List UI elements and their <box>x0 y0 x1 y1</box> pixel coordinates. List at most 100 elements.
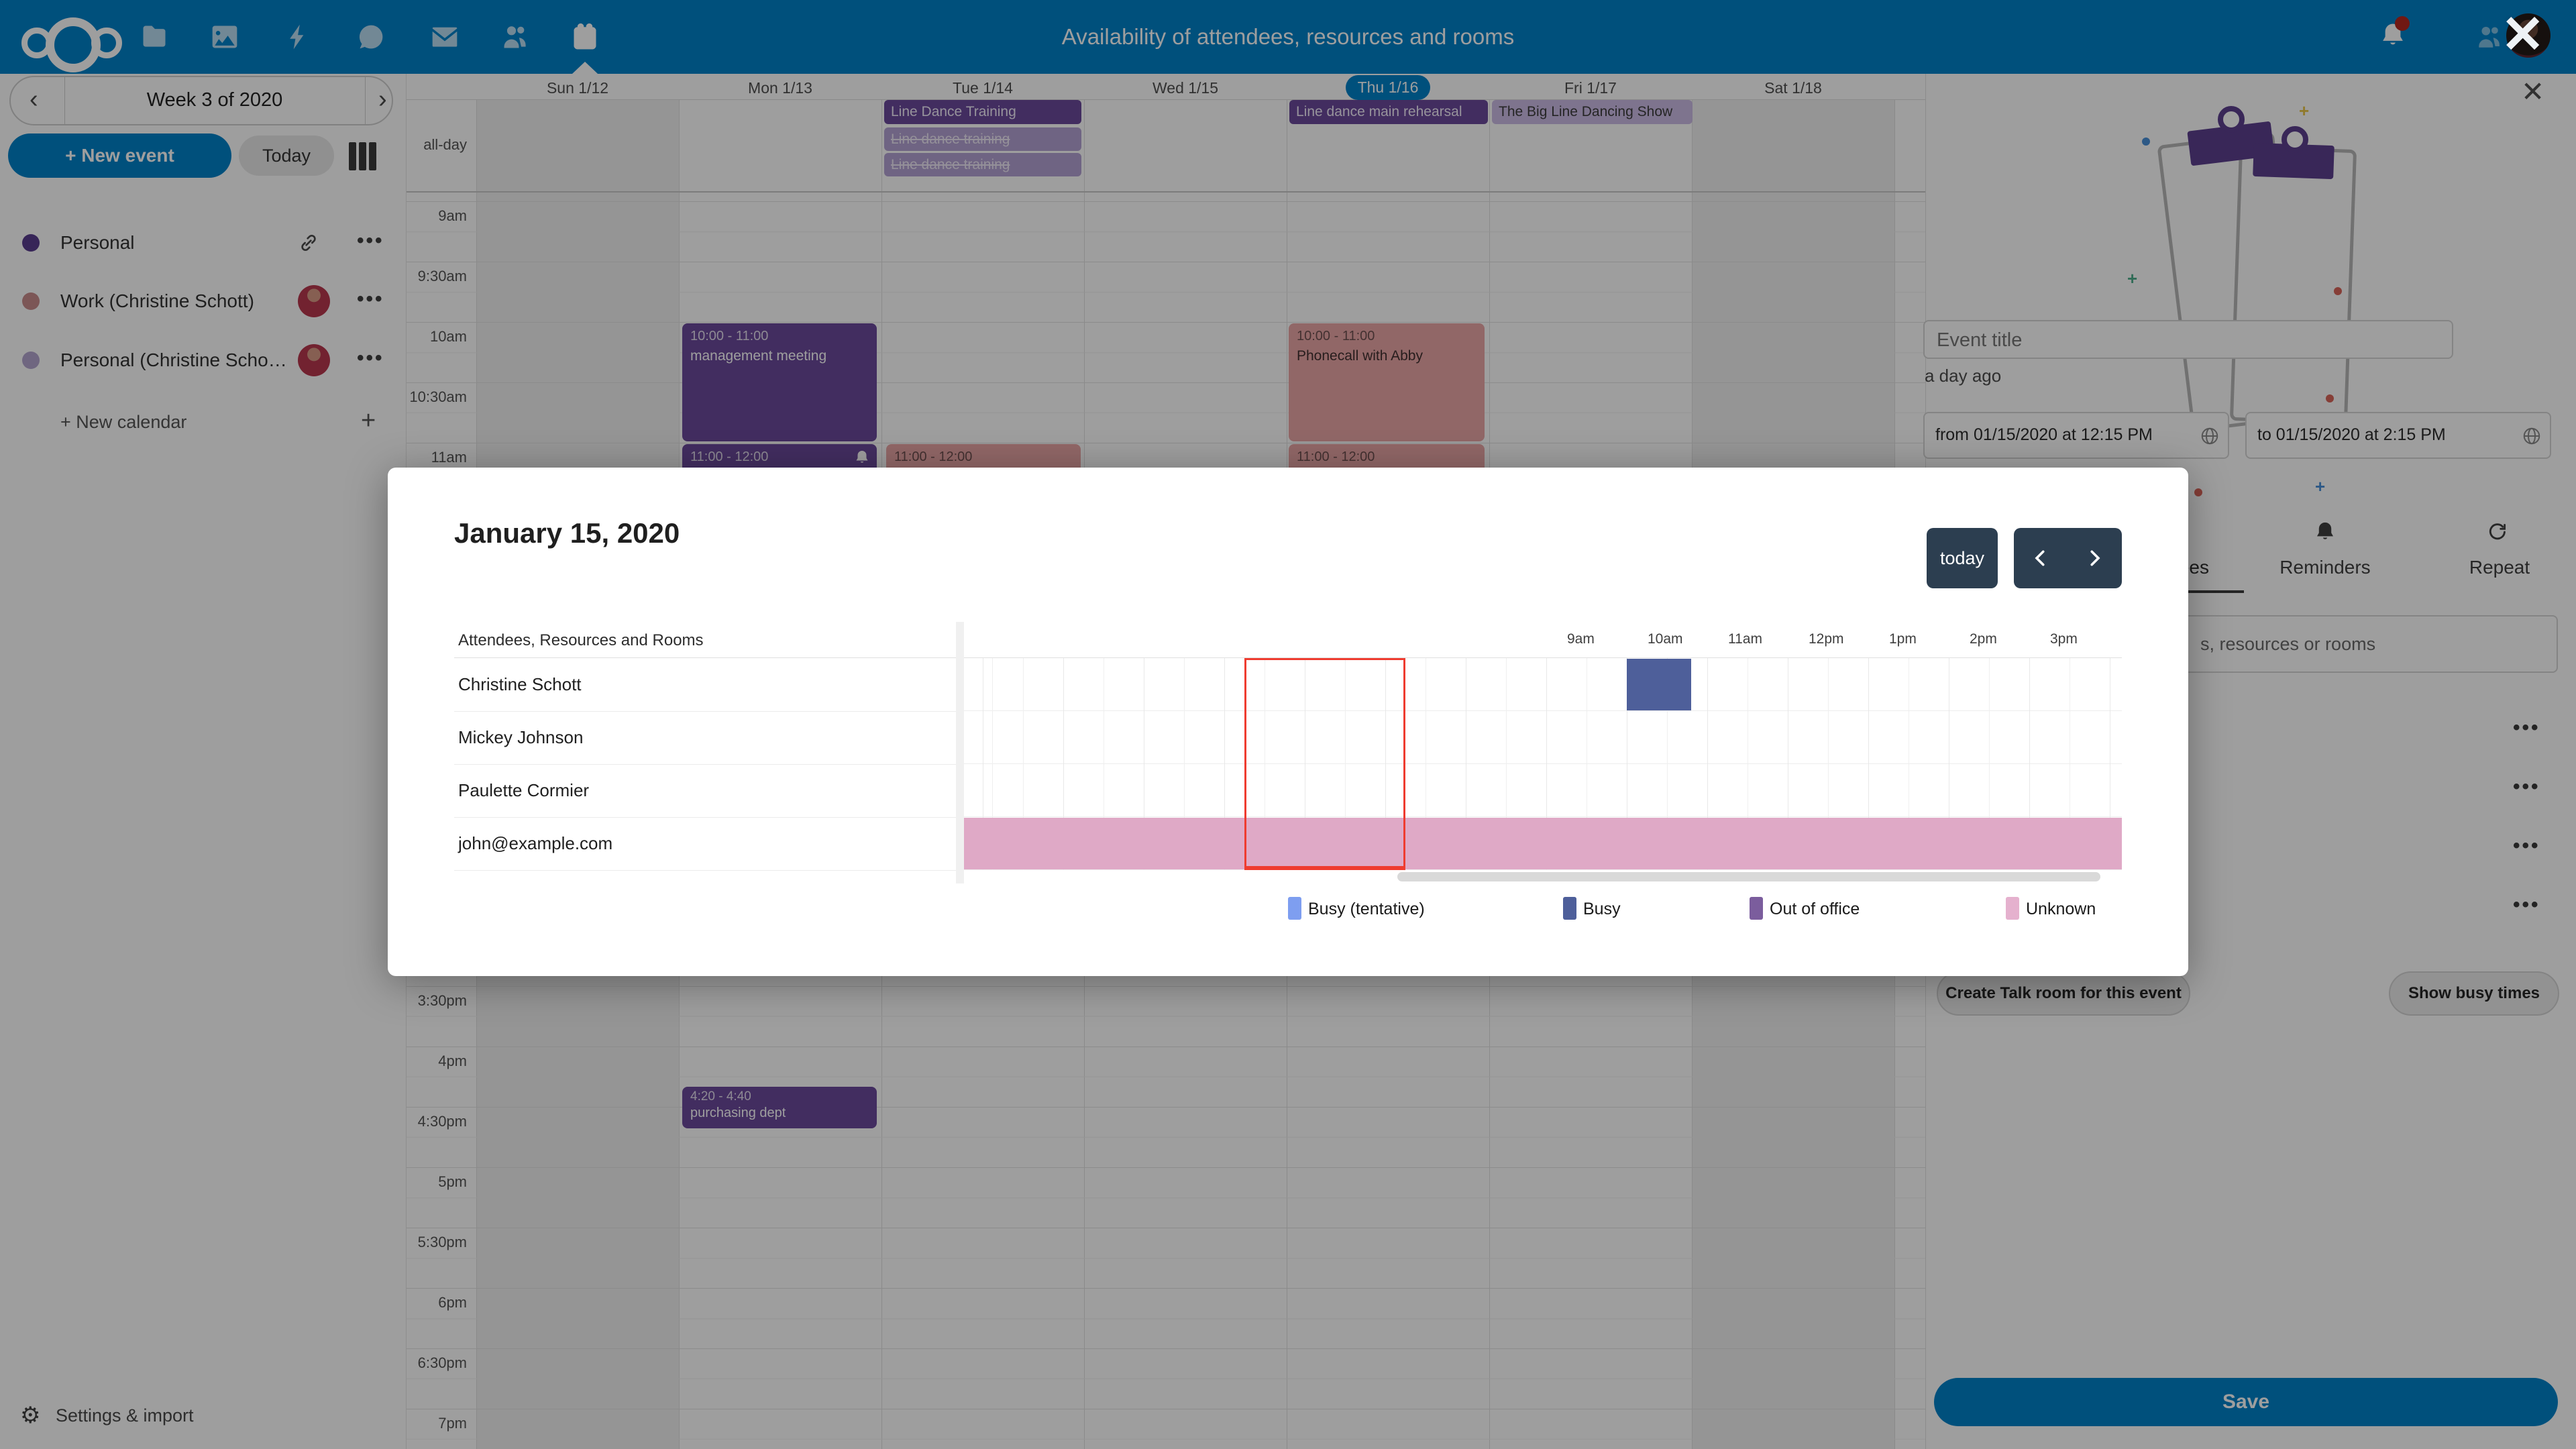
attendee-name: Christine Schott <box>458 674 582 694</box>
day-header-mon: Mon 1/13 <box>748 79 812 97</box>
next-day-icon[interactable] <box>2082 546 2106 570</box>
event-purchasing-dept[interactable]: 4:20 - 4:40 purchasing dept <box>682 1087 877 1128</box>
view-toggle-icon[interactable] <box>349 142 379 170</box>
calendar-actions-menu[interactable]: ••• <box>357 347 384 369</box>
time-label: 7pm <box>438 1415 467 1432</box>
page-title: Availability of attendees, resources and… <box>1061 24 1515 49</box>
event-title-placeholder: Event title <box>1937 329 2023 351</box>
calendar-actions-menu[interactable]: ••• <box>357 288 384 310</box>
attendee-row-menu[interactable]: ••• <box>2513 775 2540 798</box>
next-week-icon[interactable]: › <box>378 85 387 113</box>
create-talk-room-button[interactable]: Create Talk room for this event <box>1937 971 2190 1016</box>
tab-repeat[interactable]: Repeat <box>2469 557 2530 578</box>
files-app-icon[interactable] <box>140 22 169 52</box>
allday-event[interactable]: Line Dance Training <box>884 100 1081 124</box>
timezone-globe-icon[interactable] <box>2522 426 2542 446</box>
calendar-app-icon[interactable] <box>570 22 600 52</box>
end-datetime-input[interactable]: to 01/15/2020 at 2:15 PM <box>2245 412 2551 459</box>
start-datetime-input[interactable]: from 01/15/2020 at 12:15 PM <box>1923 412 2229 459</box>
photos-app-icon[interactable] <box>210 22 239 52</box>
attendee-name: john@example.com <box>458 833 613 853</box>
reminders-bell-icon[interactable] <box>2314 521 2337 543</box>
allday-event[interactable]: The Big Line Dancing Show <box>1492 100 1693 124</box>
week-range-selector[interactable]: ‹ Week 3 of 2020 › <box>9 76 393 125</box>
event-title-input[interactable]: Event title <box>1923 320 2453 359</box>
attendee-row-menu[interactable]: ••• <box>2513 894 2540 916</box>
repeat-icon[interactable] <box>2486 521 2509 543</box>
availability-modal: January 15, 2020 today Attendees, Resour… <box>388 468 2188 976</box>
legend-label: Busy (tentative) <box>1308 900 1425 918</box>
talk-app-icon[interactable] <box>356 22 386 52</box>
timezone-globe-icon[interactable] <box>2200 426 2220 446</box>
modal-today-button[interactable]: today <box>1927 528 1998 588</box>
event-time-selection-outline <box>1244 658 1405 870</box>
reminder-bell-icon <box>856 451 868 463</box>
new-event-button[interactable]: + New event <box>8 133 231 178</box>
timeline-hour-label: 3pm <box>2050 631 2078 647</box>
top-header-bar: Availability of attendees, resources and… <box>0 0 2576 74</box>
calendar-list-item-work[interactable]: Work (Christine Schott) ••• <box>0 281 406 321</box>
add-calendar-icon[interactable]: + <box>361 407 376 435</box>
tab-reminders[interactable]: Reminders <box>2279 557 2371 578</box>
notifications-bell-icon[interactable] <box>2379 16 2410 51</box>
calendar-color-dot <box>22 234 40 252</box>
calendar-list-item-personal-christine[interactable]: Personal (Christine Scho… ••• <box>0 340 406 380</box>
new-calendar-row[interactable]: + New calendar + <box>0 402 406 443</box>
previous-day-icon[interactable] <box>2029 546 2053 570</box>
show-busy-times-button[interactable]: Show busy times <box>2389 971 2559 1016</box>
attendee-row-menu[interactable]: ••• <box>2513 716 2540 739</box>
legend-label: Out of office <box>1770 900 1860 918</box>
availability-timeline: 9am 10am 11am 12pm 1pm 2pm 3pm 4pm 5pm 6… <box>964 622 2122 883</box>
mail-app-icon[interactable] <box>430 22 460 52</box>
busy-block-christine <box>1627 659 1691 710</box>
attendee-row-menu[interactable]: ••• <box>2513 835 2540 857</box>
attendee-search-input[interactable]: s, resources or rooms <box>2151 615 2558 673</box>
calendar-actions-menu[interactable]: ••• <box>357 229 384 252</box>
day-header-fri: Fri 1/17 <box>1564 79 1617 97</box>
legend-swatch-busy-tentative <box>1288 897 1301 920</box>
attendee-row: Christine Schott <box>454 658 956 712</box>
time-label: 3:30pm <box>417 992 467 1009</box>
today-button[interactable]: Today <box>239 136 334 176</box>
calendar-list-item-personal[interactable]: Personal ••• <box>0 223 406 263</box>
timeline-scrollbar-thumb[interactable] <box>1397 872 2100 881</box>
modal-date-title: January 15, 2020 <box>454 517 680 549</box>
day-header-tue: Tue 1/14 <box>953 79 1013 97</box>
event-management-meeting[interactable]: 10:00 - 11:00 management meeting <box>682 323 877 441</box>
shared-by-avatar <box>298 285 330 317</box>
time-label: 5pm <box>438 1173 467 1190</box>
event-phonecall-with-abby[interactable]: 10:00 - 11:00 Phonecall with Abby <box>1289 323 1485 441</box>
attendee-row: Mickey Johnson <box>454 711 956 765</box>
save-button[interactable]: Save <box>1934 1378 2558 1426</box>
user-avatar[interactable] <box>2506 13 2551 58</box>
activity-app-icon[interactable] <box>284 22 313 52</box>
contacts-app-icon[interactable] <box>500 22 530 52</box>
column-resizer[interactable] <box>956 622 964 883</box>
close-editor-icon[interactable]: ✕ <box>2521 76 2545 107</box>
settings-import[interactable]: ⚙ Settings & import <box>20 1402 396 1438</box>
all-day-label: all-day <box>423 136 467 153</box>
end-datetime-value: to 01/15/2020 at 2:15 PM <box>2257 425 2446 444</box>
time-label: 5:30pm <box>417 1234 467 1250</box>
allday-event-cancelled[interactable]: Line dance training <box>884 153 1081 176</box>
timeline-hour-label: 1pm <box>1889 631 1917 647</box>
nextcloud-logo[interactable] <box>21 17 122 72</box>
previous-week-icon[interactable]: ‹ <box>30 85 38 113</box>
timeline-hour-label: 9am <box>1567 631 1595 647</box>
allday-event[interactable]: Line dance main rehearsal <box>1289 100 1488 124</box>
share-link-icon[interactable] <box>298 232 319 254</box>
time-label: 9am <box>438 207 467 224</box>
time-label: 10:30am <box>409 388 467 405</box>
last-modified-label: a day ago <box>1925 366 2002 386</box>
calendar-name: Work (Christine Schott) <box>60 290 254 311</box>
contacts-menu-icon[interactable] <box>2475 23 2505 52</box>
legend-label: Busy <box>1583 900 1621 918</box>
modal-prev-next-buttons <box>2014 528 2122 588</box>
event-editor-panel: ✕ + + + + Event title a day ago from 01/… <box>1923 74 2576 1449</box>
allday-event-cancelled[interactable]: Line dance training <box>884 127 1081 151</box>
attendee-search-placeholder: s, resources or rooms <box>2200 634 2376 654</box>
active-app-indicator <box>572 62 598 74</box>
calendar-color-dot <box>22 292 40 310</box>
table-header-row: Attendees, Resources and Rooms <box>454 622 2122 658</box>
attendee-row: john@example.com <box>454 817 956 871</box>
